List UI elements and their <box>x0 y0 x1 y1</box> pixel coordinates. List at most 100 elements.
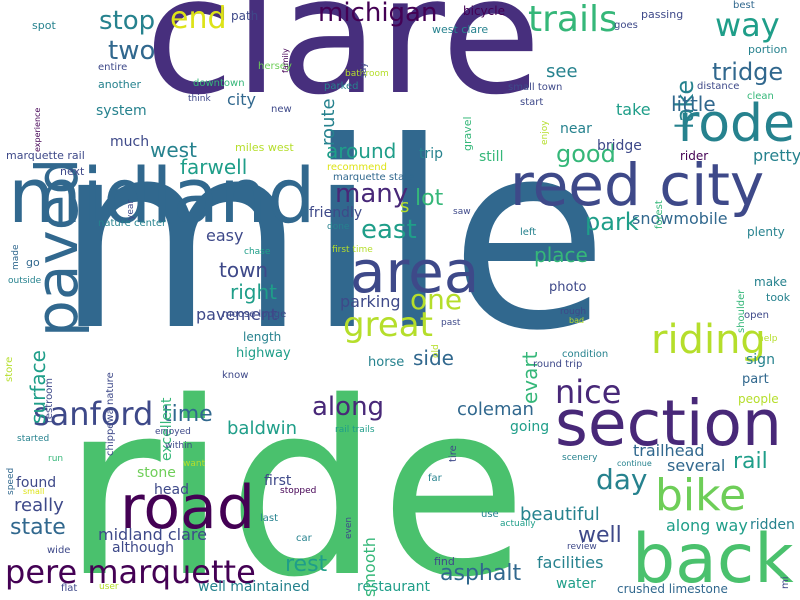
word: use <box>481 509 499 520</box>
word: bathroom <box>345 69 389 79</box>
word: town <box>219 258 269 282</box>
word: road <box>120 473 255 543</box>
word: still <box>479 149 504 165</box>
word: east <box>361 215 417 245</box>
word: end <box>170 1 227 36</box>
word: water <box>556 576 596 592</box>
word: pavement <box>196 305 278 324</box>
word: people <box>738 392 779 406</box>
word: done <box>327 222 350 232</box>
word: trailhead <box>633 441 705 460</box>
word: plenty <box>747 225 785 239</box>
word: rail <box>733 449 768 474</box>
word: although <box>112 540 175 556</box>
word: baldwin <box>227 418 298 439</box>
word: well maintained <box>198 579 310 595</box>
word: clare <box>145 0 542 131</box>
word: flat <box>61 583 78 594</box>
word: scenery <box>562 453 598 463</box>
word: along way <box>666 516 748 535</box>
word: sanford <box>33 395 154 433</box>
word: store <box>4 356 15 382</box>
word: length <box>243 330 282 344</box>
word: coleman <box>457 399 534 420</box>
word: round trip <box>533 359 583 370</box>
word: tire <box>448 445 459 462</box>
word: nice <box>555 373 622 411</box>
word: crushed limestone <box>617 582 728 596</box>
word: started <box>17 434 50 444</box>
word: way <box>715 6 780 44</box>
word: past <box>441 318 461 328</box>
word: clean <box>747 91 774 102</box>
word: rail trails <box>335 425 375 435</box>
word: state <box>10 515 66 540</box>
word: spot <box>32 19 56 32</box>
word: west <box>150 138 197 162</box>
word: trails <box>528 0 618 40</box>
word: head <box>154 482 189 498</box>
word: experience <box>33 107 42 152</box>
word: park <box>585 208 639 236</box>
word: ride <box>62 350 528 600</box>
word: paved <box>23 157 91 337</box>
word: car <box>296 533 312 544</box>
word: nature center <box>98 218 167 229</box>
word: start <box>520 97 544 108</box>
word: know <box>222 370 249 381</box>
word: great <box>343 305 433 345</box>
word: wide <box>47 545 71 556</box>
word: portion <box>748 43 788 56</box>
word: really <box>14 495 64 516</box>
word: highway <box>236 346 291 361</box>
word: part <box>742 372 769 387</box>
word: midland <box>8 151 316 240</box>
word: friendly <box>309 205 363 221</box>
word: go <box>26 256 40 269</box>
word: find <box>434 555 455 568</box>
word: time <box>163 402 213 427</box>
word: bridge <box>597 138 642 154</box>
word: outside <box>8 276 42 286</box>
word: even <box>344 516 354 539</box>
word: two <box>108 36 156 66</box>
word: user <box>99 582 119 592</box>
word: recommend <box>327 162 387 173</box>
word: pere marquette <box>5 553 256 591</box>
word: right <box>230 280 277 304</box>
word: forest <box>654 200 665 229</box>
word: mile <box>55 87 609 387</box>
word: best <box>733 0 755 11</box>
word: section <box>555 387 782 460</box>
word: see <box>546 61 578 82</box>
word: good <box>556 140 616 168</box>
word: parked <box>324 81 359 92</box>
word: make <box>754 275 787 289</box>
word: asphalt <box>440 561 522 586</box>
word: small <box>23 487 45 496</box>
word: distance <box>697 81 740 92</box>
word: trip <box>419 146 444 162</box>
word: city <box>227 90 256 109</box>
word: continue <box>617 459 652 468</box>
word: goes <box>614 20 638 31</box>
word: next <box>60 165 85 178</box>
word: lot <box>415 186 444 211</box>
word: bad <box>569 316 585 325</box>
word: side <box>413 346 454 370</box>
word: take <box>616 100 651 119</box>
word: west clare <box>432 23 489 36</box>
word: smooth <box>360 537 379 597</box>
word: shoulder <box>736 289 747 333</box>
word: system <box>96 103 147 119</box>
word: saw <box>453 207 471 217</box>
word: little <box>671 92 716 116</box>
word: far <box>428 473 442 484</box>
word: within <box>165 441 193 451</box>
word: made <box>11 244 21 270</box>
word: last <box>260 513 279 524</box>
word: midland clare <box>98 525 207 544</box>
word: another <box>98 78 142 91</box>
word: many <box>335 179 409 209</box>
